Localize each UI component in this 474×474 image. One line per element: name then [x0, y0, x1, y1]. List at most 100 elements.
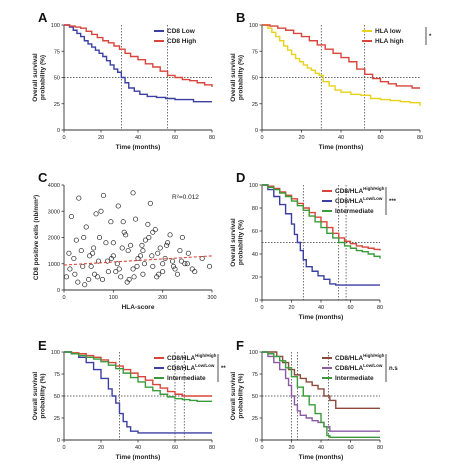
scatter-point	[119, 245, 125, 251]
x-tick-label: 40	[135, 135, 141, 141]
legend-entry: CD8/HLAHigh/High	[335, 186, 385, 195]
scatter-point	[75, 279, 81, 285]
scatter-point	[120, 219, 126, 225]
scatter-point	[86, 276, 92, 283]
y-axis-label-line: Overall survival	[230, 53, 237, 102]
survival-curve-2	[262, 351, 380, 432]
x-tick-label: 200	[158, 295, 167, 301]
scatter-point	[108, 255, 114, 262]
y-tick-label: 0	[57, 438, 60, 444]
y-tick-label: 25	[252, 102, 258, 108]
scatter-point	[114, 261, 120, 267]
y-axis-label-line: probability (%)	[40, 373, 47, 418]
y-axis-label: Overall survivalprobability (%)	[32, 372, 47, 421]
scatter-point	[172, 266, 178, 272]
scatter-point	[113, 269, 119, 275]
x-tick-label: 0	[62, 135, 65, 141]
scatter-point	[66, 250, 72, 256]
y-tick-label: 20	[252, 275, 258, 281]
legend-entry: Intermediate	[335, 208, 374, 215]
panel-label: F	[236, 338, 244, 353]
scatter-point	[91, 245, 97, 251]
legend-entry-name: CD8/HLA	[167, 365, 195, 372]
scatter-point	[96, 234, 103, 241]
survival-curve-1	[262, 351, 380, 410]
panel-label: B	[236, 10, 245, 25]
legend-entry-name: CD8/HLA	[335, 365, 363, 372]
legend-entry: CD8/HLALow/Low	[167, 363, 215, 372]
y-axis-label: Overall survivalprobability (%)	[32, 53, 47, 102]
y-axis-label-line: Overall survival	[32, 372, 39, 421]
y-axis-label: Overall survivalprobability (%)	[230, 372, 245, 421]
scatter-point	[141, 261, 147, 267]
y-tick-label: 0	[57, 128, 60, 134]
legend-entry-name: HLA high	[375, 38, 404, 45]
x-tick-label: 60	[172, 135, 178, 141]
x-tick-label: 80	[209, 445, 215, 451]
scatter-point	[182, 261, 188, 267]
y-tick-label: 0	[255, 128, 258, 134]
survival-curve-2	[262, 24, 420, 89]
scatter-point	[81, 234, 87, 241]
x-axis-label: Time (months)	[299, 454, 344, 461]
y-tick-label: 100	[51, 350, 60, 356]
legend-entry-superscript: High/High	[363, 186, 384, 191]
scatter-point	[125, 248, 131, 254]
legend-entry-name: CD8 Low	[167, 28, 196, 35]
scatter-point	[123, 232, 129, 238]
panel-d: D 0 20 40 60 80 0 20 40 60 80 100 Time (months) Overa…	[230, 170, 397, 321]
scatter-point	[150, 229, 156, 235]
x-tick-label: 100	[109, 295, 118, 301]
scatter-point	[157, 245, 163, 251]
scatter-point	[76, 195, 82, 201]
scatter-point	[140, 248, 146, 254]
scatter-point	[160, 261, 166, 267]
scatter-point	[99, 276, 106, 283]
x-tick-label: 80	[209, 135, 215, 141]
scatter-point	[192, 269, 198, 275]
y-tick-label: 1000	[48, 262, 60, 268]
y-axis-label: Overall survivalprobability (%)	[230, 53, 245, 102]
x-tick-label: 20	[288, 305, 294, 311]
panel-a: A 0 20 40 60 80 0 25 50 75 100 Time (months) Overall…	[32, 10, 215, 151]
scatter-point	[124, 279, 130, 285]
survival-curve-3	[262, 184, 381, 259]
legend-entry-name: CD8/HLA	[335, 198, 363, 205]
x-tick-label: 20	[298, 135, 304, 141]
survival-curve-3	[262, 351, 380, 439]
y-tick-label: 3000	[48, 209, 60, 215]
panel-c: C0 100 200 30001000200030004000HLA-scoreCD8…	[33, 170, 217, 311]
panel-b: B 0 20 40 60 80 0 25 50 75 100 Time (months) Overall…	[230, 10, 432, 151]
legend-entry: HLA high	[375, 38, 404, 45]
x-axis-label: Time (months)	[116, 144, 161, 151]
y-axis-label: CD8 positive cells (nb/mm²)	[33, 195, 40, 280]
y-axis-label: Overall survivalprobability (%)	[230, 218, 245, 267]
y-tick-label: 75	[54, 372, 60, 378]
y-axis-label-line: Overall survival	[230, 218, 237, 267]
significance-marker: *	[429, 34, 432, 40]
scatter-point	[92, 271, 98, 277]
y-tick-label: 0	[255, 438, 258, 444]
scatter-point	[118, 274, 124, 280]
scatter-point	[206, 263, 213, 269]
panel-label: E	[38, 338, 47, 353]
panel-label: D	[236, 170, 245, 185]
scatter-point	[142, 237, 148, 243]
x-tick-label: 40	[318, 445, 324, 451]
legend-entry: CD8/HLALow/Low	[335, 196, 383, 205]
legend-entry-superscript: Low/Low	[363, 363, 383, 368]
x-axis-label: Time (months)	[319, 144, 364, 151]
x-axis-label: Time (months)	[116, 454, 161, 461]
scatter-point	[130, 190, 136, 196]
significance-marker: **	[221, 366, 226, 372]
scatter-point	[150, 263, 156, 269]
y-tick-label: 25	[54, 416, 60, 422]
scatter-point	[146, 234, 152, 241]
scatter-point	[140, 271, 146, 277]
y-tick-label: 40	[252, 252, 258, 258]
x-tick-label: 60	[347, 445, 353, 451]
scatter-point	[67, 266, 73, 272]
scatter-point	[199, 255, 205, 262]
scatter-point	[162, 255, 168, 262]
y-tick-label: 25	[54, 102, 60, 108]
